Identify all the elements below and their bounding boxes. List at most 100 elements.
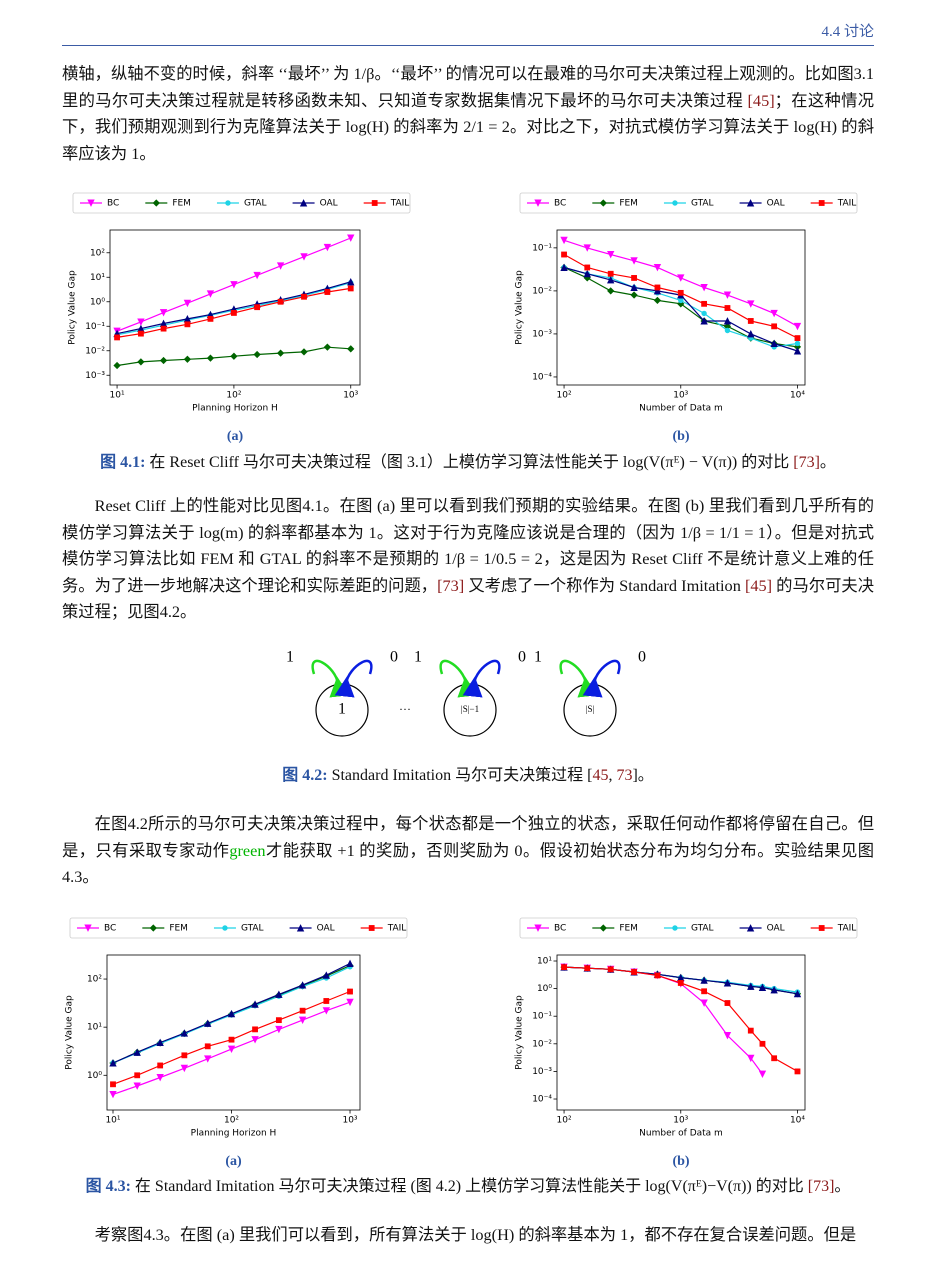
legend-label: BC — [554, 199, 566, 209]
data-point — [298, 1016, 307, 1025]
legend-label: GTAL — [244, 199, 267, 209]
data-point — [584, 264, 591, 271]
plot-area — [560, 236, 802, 355]
text-run: 又考虑了一个称作为 Standard Imitation — [464, 575, 745, 595]
data-point — [747, 982, 755, 990]
data-point — [134, 1072, 141, 1079]
ellipsis: ··· — [399, 702, 411, 716]
legend-marker — [152, 199, 160, 207]
legend-marker — [672, 200, 678, 206]
data-point — [228, 1036, 235, 1043]
data-point — [298, 981, 307, 989]
data-point — [204, 1055, 212, 1063]
paragraph: 考察图4.3。在图 (a) 里我们可以看到，所有算法关于 log(H) 的斜率基… — [62, 1222, 874, 1249]
text-run: ]。 — [632, 767, 654, 784]
legend-label: TAIL — [387, 924, 407, 934]
y-tick-label: 10¹ — [90, 273, 105, 283]
data-point — [770, 309, 778, 318]
data-point — [747, 330, 755, 338]
y-tick-label: 10⁻⁴ — [532, 372, 552, 382]
data-point — [346, 959, 354, 968]
loop-arrow — [462, 659, 501, 698]
data-point — [204, 1019, 212, 1027]
data-point — [653, 287, 662, 295]
data-point — [181, 1052, 188, 1059]
state-label: |S|−1 — [461, 704, 479, 714]
data-point — [137, 318, 145, 326]
running-header: 4.4 讨论 — [62, 20, 874, 46]
text-run: 横轴，纵轴不变的时候，斜率 ‘‘最坏’’ 为 1/β。‘‘最坏’’ 的情况可以在… — [62, 64, 874, 110]
data-point — [700, 976, 708, 984]
legend-marker — [371, 200, 378, 206]
y-tick-label: 10⁻³ — [532, 329, 552, 339]
data-point — [275, 990, 283, 998]
data-point — [114, 334, 120, 341]
y-tick-label: 10⁰ — [87, 1071, 102, 1081]
figure-caption: 图 4.3: 在 Standard Imitation 马尔可夫决策过程 (图 … — [62, 1176, 874, 1198]
reward-label: 0 — [390, 649, 398, 666]
figure-caption: 图 4.1: 在 Reset Cliff 马尔可夫决策过程（图 3.1）上模仿学… — [62, 452, 874, 474]
text-run: Reset Cliff 上的性能对比见图4.1。在图 (a) 里可以看到我们预期… — [62, 496, 874, 595]
data-point — [561, 964, 567, 971]
x-tick-label: 10³ — [673, 1116, 688, 1126]
legend-label: BC — [107, 199, 119, 209]
data-point — [323, 243, 332, 252]
data-point — [322, 1007, 331, 1015]
data-point — [770, 339, 778, 347]
data-point — [109, 1090, 117, 1099]
panel-label: (a) — [225, 1154, 242, 1169]
legend-label: OAL — [767, 199, 785, 209]
data-point — [227, 1045, 236, 1053]
green: green — [229, 840, 266, 860]
legend-label: TAIL — [837, 199, 857, 209]
figlabel: 图 4.3: — [85, 1178, 131, 1195]
data-point — [160, 325, 167, 332]
x-tick-label: 10¹ — [110, 391, 125, 401]
legend: BC FEM GTAL OAL TAIL — [69, 917, 408, 939]
data-point — [138, 330, 144, 337]
x-tick-label: 10³ — [342, 1116, 357, 1126]
data-point — [654, 284, 661, 291]
paragraph: 横轴，纵轴不变的时候，斜率 ‘‘最坏’’ 为 1/β。‘‘最坏’’ 的情况可以在… — [62, 61, 874, 167]
text-run: 在 Reset Cliff 马尔可夫决策过程（图 3.1）上模仿学习算法性能关于… — [145, 454, 794, 471]
legend: BC FEM GTAL OAL TAIL — [519, 192, 858, 214]
reward-label: 1 — [414, 649, 422, 666]
x-axis-label: Planning Horizon H — [192, 404, 278, 414]
y-tick-label: 10¹ — [87, 1023, 102, 1033]
data-point — [758, 1070, 767, 1078]
panel-label: (b) — [672, 1154, 689, 1169]
data-point — [630, 257, 638, 265]
data-point — [701, 310, 707, 317]
legend-label: BC — [104, 924, 116, 934]
legend-label: FEM — [169, 924, 188, 934]
legend-box — [519, 917, 858, 939]
data-point — [747, 318, 754, 324]
data-point — [793, 347, 802, 355]
legend: BC FEM GTAL OAL TAIL — [519, 917, 858, 939]
data-point — [156, 1073, 164, 1082]
data-point — [275, 1017, 282, 1024]
data-point — [322, 971, 331, 979]
data-point — [347, 277, 355, 286]
y-tick-label: 10⁻³ — [85, 371, 105, 381]
text-run: ；在这种情况下，我们预期观测到行为克隆算法关于 log(H) 的斜率为 2/1 … — [62, 90, 874, 163]
y-axis-label: Policy Value Gap — [68, 270, 78, 345]
data-point — [113, 361, 121, 370]
x-tick-label: 10² — [557, 391, 572, 401]
chart: 10¹ 10² 10³ 10⁻³ 10⁻² 10⁻¹ 10⁰ 10¹ 10² Planning H… — [68, 192, 411, 444]
legend-marker — [746, 924, 755, 932]
text-run: 在图4.2所示的马尔可夫决策决策过程中，每个状态都是一个独立的状态，采取任何动作… — [62, 814, 874, 860]
loop-arrow — [439, 659, 478, 698]
data-point — [631, 969, 637, 975]
x-axis-label: Planning Horizon H — [191, 1129, 277, 1139]
legend-label: FEM — [619, 924, 638, 934]
legend-box — [519, 192, 858, 214]
data-point — [252, 1026, 258, 1033]
y-tick-label: 10⁻¹ — [532, 1012, 552, 1022]
legend-box — [69, 917, 408, 939]
data-point — [583, 269, 591, 278]
legend-marker — [225, 200, 231, 206]
chart: 10¹ 10² 10³ 10⁰ 10¹ 10² Planning Horizon H Poli… — [65, 917, 408, 1169]
data-point — [700, 317, 708, 325]
legend-label: OAL — [317, 924, 335, 934]
